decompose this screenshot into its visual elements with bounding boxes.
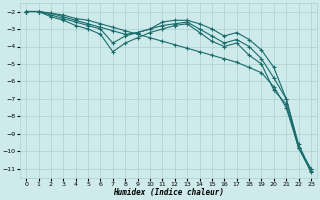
X-axis label: Humidex (Indice chaleur): Humidex (Indice chaleur)	[113, 188, 224, 197]
